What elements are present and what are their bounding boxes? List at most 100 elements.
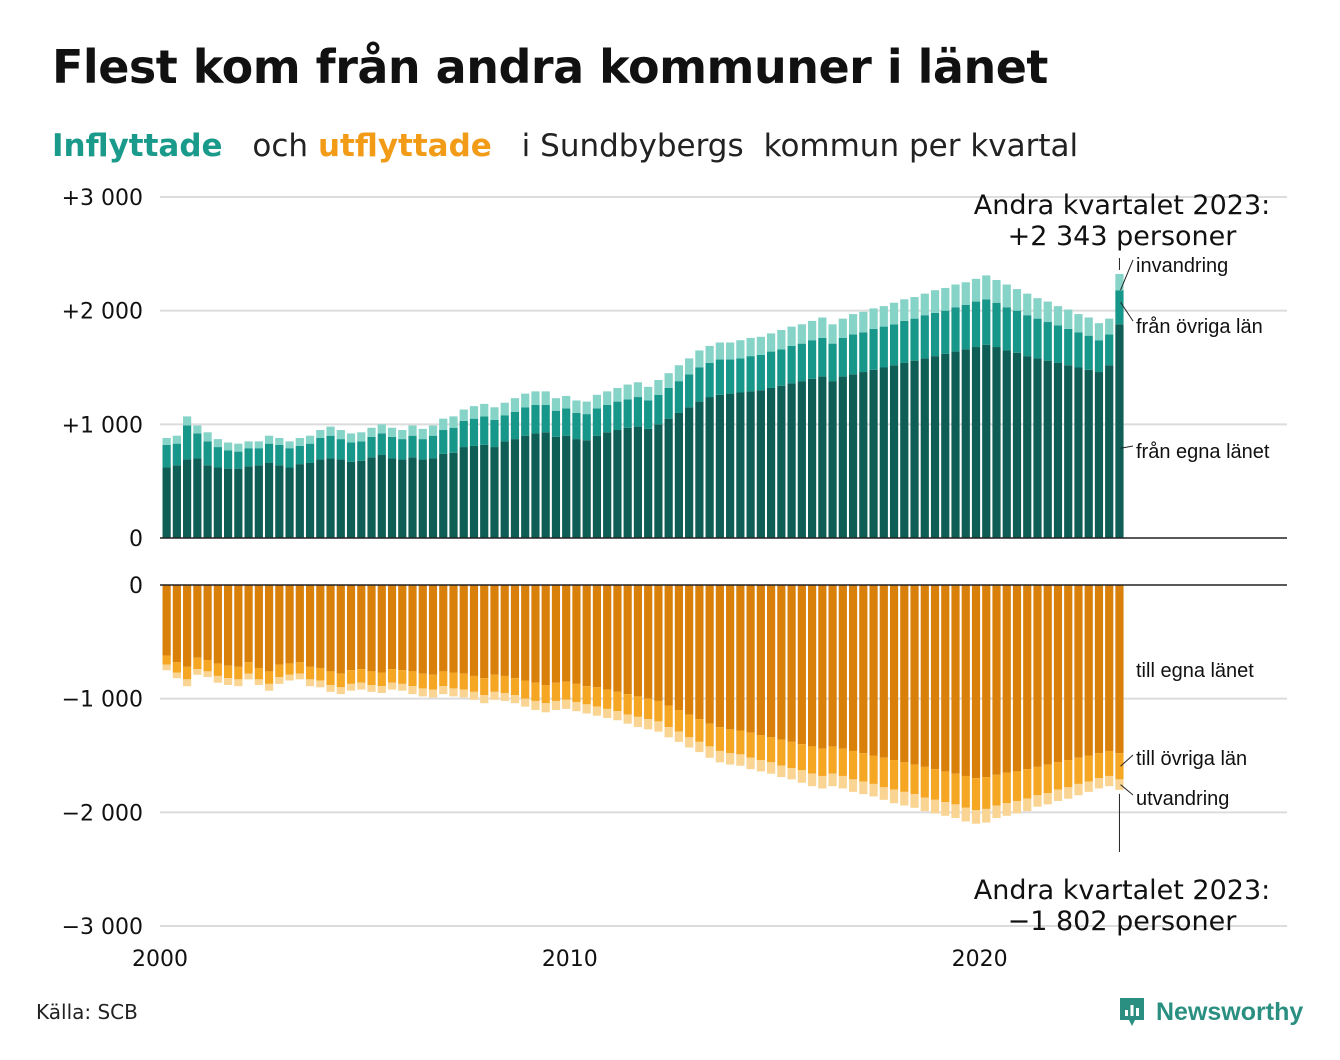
bar-outflow-segment <box>551 682 561 701</box>
bar-inflow-segment <box>859 311 868 333</box>
bar-inflow-segment <box>213 467 222 538</box>
bar-inflow-segment <box>193 433 202 459</box>
newsworthy-logo-text: Newsworthy <box>1156 997 1304 1026</box>
bar-inflow-segment <box>203 465 212 538</box>
bar-inflow-segment <box>572 439 581 538</box>
bar-outflow-segment <box>787 741 796 769</box>
bar-outflow-segment <box>428 674 438 690</box>
bar-outflow-segment <box>603 585 612 690</box>
bar-inflow-segment <box>480 403 489 417</box>
bar-inflow-segment <box>807 340 817 379</box>
bar-inflow-segment <box>910 297 919 319</box>
bar-outflow-segment <box>367 585 376 672</box>
bar-outflow-segment <box>521 698 530 707</box>
series-label-bottom: till egna länet <box>1136 660 1254 682</box>
bar-outflow-segment <box>1105 585 1114 751</box>
series-label-bottom: till övriga län <box>1136 748 1247 770</box>
bar-outflow-segment <box>1084 781 1093 792</box>
bar-inflow-segment <box>951 351 960 538</box>
bar-inflow-segment <box>551 436 561 538</box>
bar-outflow-segment <box>510 695 520 704</box>
subtitle-kvartal: kvartal <box>970 128 1079 164</box>
bar-outflow-segment <box>777 765 786 778</box>
bar-outflow-segment <box>285 585 294 664</box>
bar-outflow-segment <box>1064 760 1073 788</box>
bar-outflow-segment <box>726 729 735 754</box>
bar-outflow-segment <box>387 669 397 683</box>
bar-outflow-segment <box>941 802 950 816</box>
bar-inflow-segment <box>715 342 724 360</box>
bar-outflow-segment <box>428 689 438 698</box>
bar-outflow-segment <box>1012 800 1022 814</box>
bar-inflow-segment <box>500 402 509 416</box>
bar-outflow-segment <box>838 748 847 776</box>
bar-outflow-segment <box>459 673 468 690</box>
bar-outflow-segment <box>521 680 530 699</box>
bar-inflow-segment <box>459 420 468 448</box>
bar-inflow-segment <box>398 430 407 440</box>
bar-inflow-segment <box>500 415 509 442</box>
bar-outflow-segment <box>336 673 345 688</box>
bar-inflow-segment <box>213 439 222 448</box>
bar-inflow-segment <box>551 398 561 411</box>
bar-inflow-segment <box>305 435 315 444</box>
bar-outflow-segment <box>469 691 479 700</box>
bar-outflow-segment <box>777 739 786 766</box>
bar-outflow-segment <box>582 704 591 714</box>
bar-inflow-segment <box>439 430 448 454</box>
bar-outflow-segment <box>213 585 222 664</box>
bar-inflow-segment <box>695 401 704 538</box>
y-tick-label-bottom: −3 000 <box>62 915 143 940</box>
bar-outflow-segment <box>920 585 929 767</box>
bar-inflow-segment <box>1105 318 1114 335</box>
bar-outflow-segment <box>428 585 438 675</box>
bar-outflow-segment <box>480 585 489 679</box>
bar-outflow-segment <box>982 808 991 823</box>
bar-outflow-segment <box>1094 585 1104 754</box>
bar-outflow-segment <box>572 702 581 712</box>
annotation-top-value: +2 343 personer <box>1008 221 1238 252</box>
bar-outflow-segment <box>746 757 755 770</box>
bar-inflow-segment <box>1012 289 1022 311</box>
bar-inflow-segment <box>848 314 858 335</box>
bar-inflow-segment <box>818 317 827 338</box>
bar-inflow-segment <box>767 387 776 538</box>
bar-outflow-segment <box>685 714 694 738</box>
bar-outflow-segment <box>521 585 530 681</box>
bar-outflow-segment <box>183 585 192 667</box>
bar-inflow-segment <box>1043 360 1052 538</box>
bar-outflow-segment <box>623 694 632 715</box>
bar-outflow-segment <box>828 585 837 747</box>
bar-inflow-segment <box>623 384 632 400</box>
bar-outflow-segment <box>756 760 765 772</box>
bar-outflow-segment <box>787 585 796 742</box>
bar-outflow-segment <box>572 585 581 684</box>
bar-inflow-segment <box>1105 365 1114 538</box>
bar-inflow-segment <box>807 320 817 341</box>
bar-inflow-segment <box>961 349 970 538</box>
bar-inflow-segment <box>1033 298 1042 319</box>
bar-inflow-segment <box>654 394 663 425</box>
series-label-leader <box>1120 445 1134 449</box>
bar-inflow-segment <box>572 412 581 440</box>
bar-outflow-segment <box>234 666 243 680</box>
bar-outflow-segment <box>326 671 335 686</box>
bar-inflow-segment <box>449 416 458 428</box>
bar-inflow-segment <box>777 385 786 538</box>
bar-outflow-segment <box>674 585 683 711</box>
bar-inflow-segment <box>1033 318 1042 359</box>
bar-outflow-segment <box>510 678 520 696</box>
y-tick-label-top: +1 000 <box>62 413 143 438</box>
bar-inflow-segment <box>346 442 356 462</box>
bar-outflow-segment <box>920 797 929 812</box>
bar-inflow-segment <box>377 424 386 434</box>
newsworthy-logo: Newsworthy <box>1118 994 1303 1030</box>
series-label-leader <box>1120 259 1134 291</box>
bar-outflow-segment <box>767 762 776 774</box>
bar-outflow-segment <box>264 585 274 672</box>
bar-inflow-segment <box>428 458 438 538</box>
bar-outflow-segment <box>1105 750 1114 776</box>
bar-inflow-segment <box>603 391 612 406</box>
bar-outflow-segment <box>1043 764 1052 794</box>
bar-inflow-segment <box>1023 293 1032 316</box>
